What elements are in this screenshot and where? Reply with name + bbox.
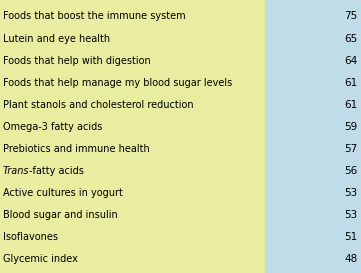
- Text: 48: 48: [344, 254, 357, 264]
- Bar: [265, 0, 361, 273]
- Text: 61: 61: [344, 78, 357, 88]
- Text: 75: 75: [344, 11, 357, 22]
- Text: Active cultures in yogurt: Active cultures in yogurt: [3, 188, 123, 198]
- Text: Plant stanols and cholesterol reduction: Plant stanols and cholesterol reduction: [3, 100, 193, 110]
- Text: Isoflavones: Isoflavones: [3, 232, 58, 242]
- Text: 53: 53: [344, 188, 357, 198]
- Text: Prebiotics and immune health: Prebiotics and immune health: [3, 144, 150, 154]
- Text: Blood sugar and insulin: Blood sugar and insulin: [3, 210, 118, 220]
- Text: Glycemic index: Glycemic index: [3, 254, 78, 264]
- Text: Foods that help manage my blood sugar levels: Foods that help manage my blood sugar le…: [3, 78, 232, 88]
- Text: 53: 53: [344, 210, 357, 220]
- Text: Trans: Trans: [3, 166, 29, 176]
- Text: 51: 51: [344, 232, 357, 242]
- Text: 59: 59: [344, 122, 357, 132]
- Text: 56: 56: [344, 166, 357, 176]
- Text: Foods that boost the immune system: Foods that boost the immune system: [3, 11, 186, 22]
- Text: 65: 65: [344, 34, 357, 44]
- Text: 57: 57: [344, 144, 357, 154]
- Text: 61: 61: [344, 100, 357, 110]
- Text: Foods that help with digestion: Foods that help with digestion: [3, 56, 151, 66]
- Text: Omega-3 fatty acids: Omega-3 fatty acids: [3, 122, 102, 132]
- Text: -fatty acids: -fatty acids: [29, 166, 84, 176]
- Text: Lutein and eye health: Lutein and eye health: [3, 34, 110, 44]
- Text: 64: 64: [344, 56, 357, 66]
